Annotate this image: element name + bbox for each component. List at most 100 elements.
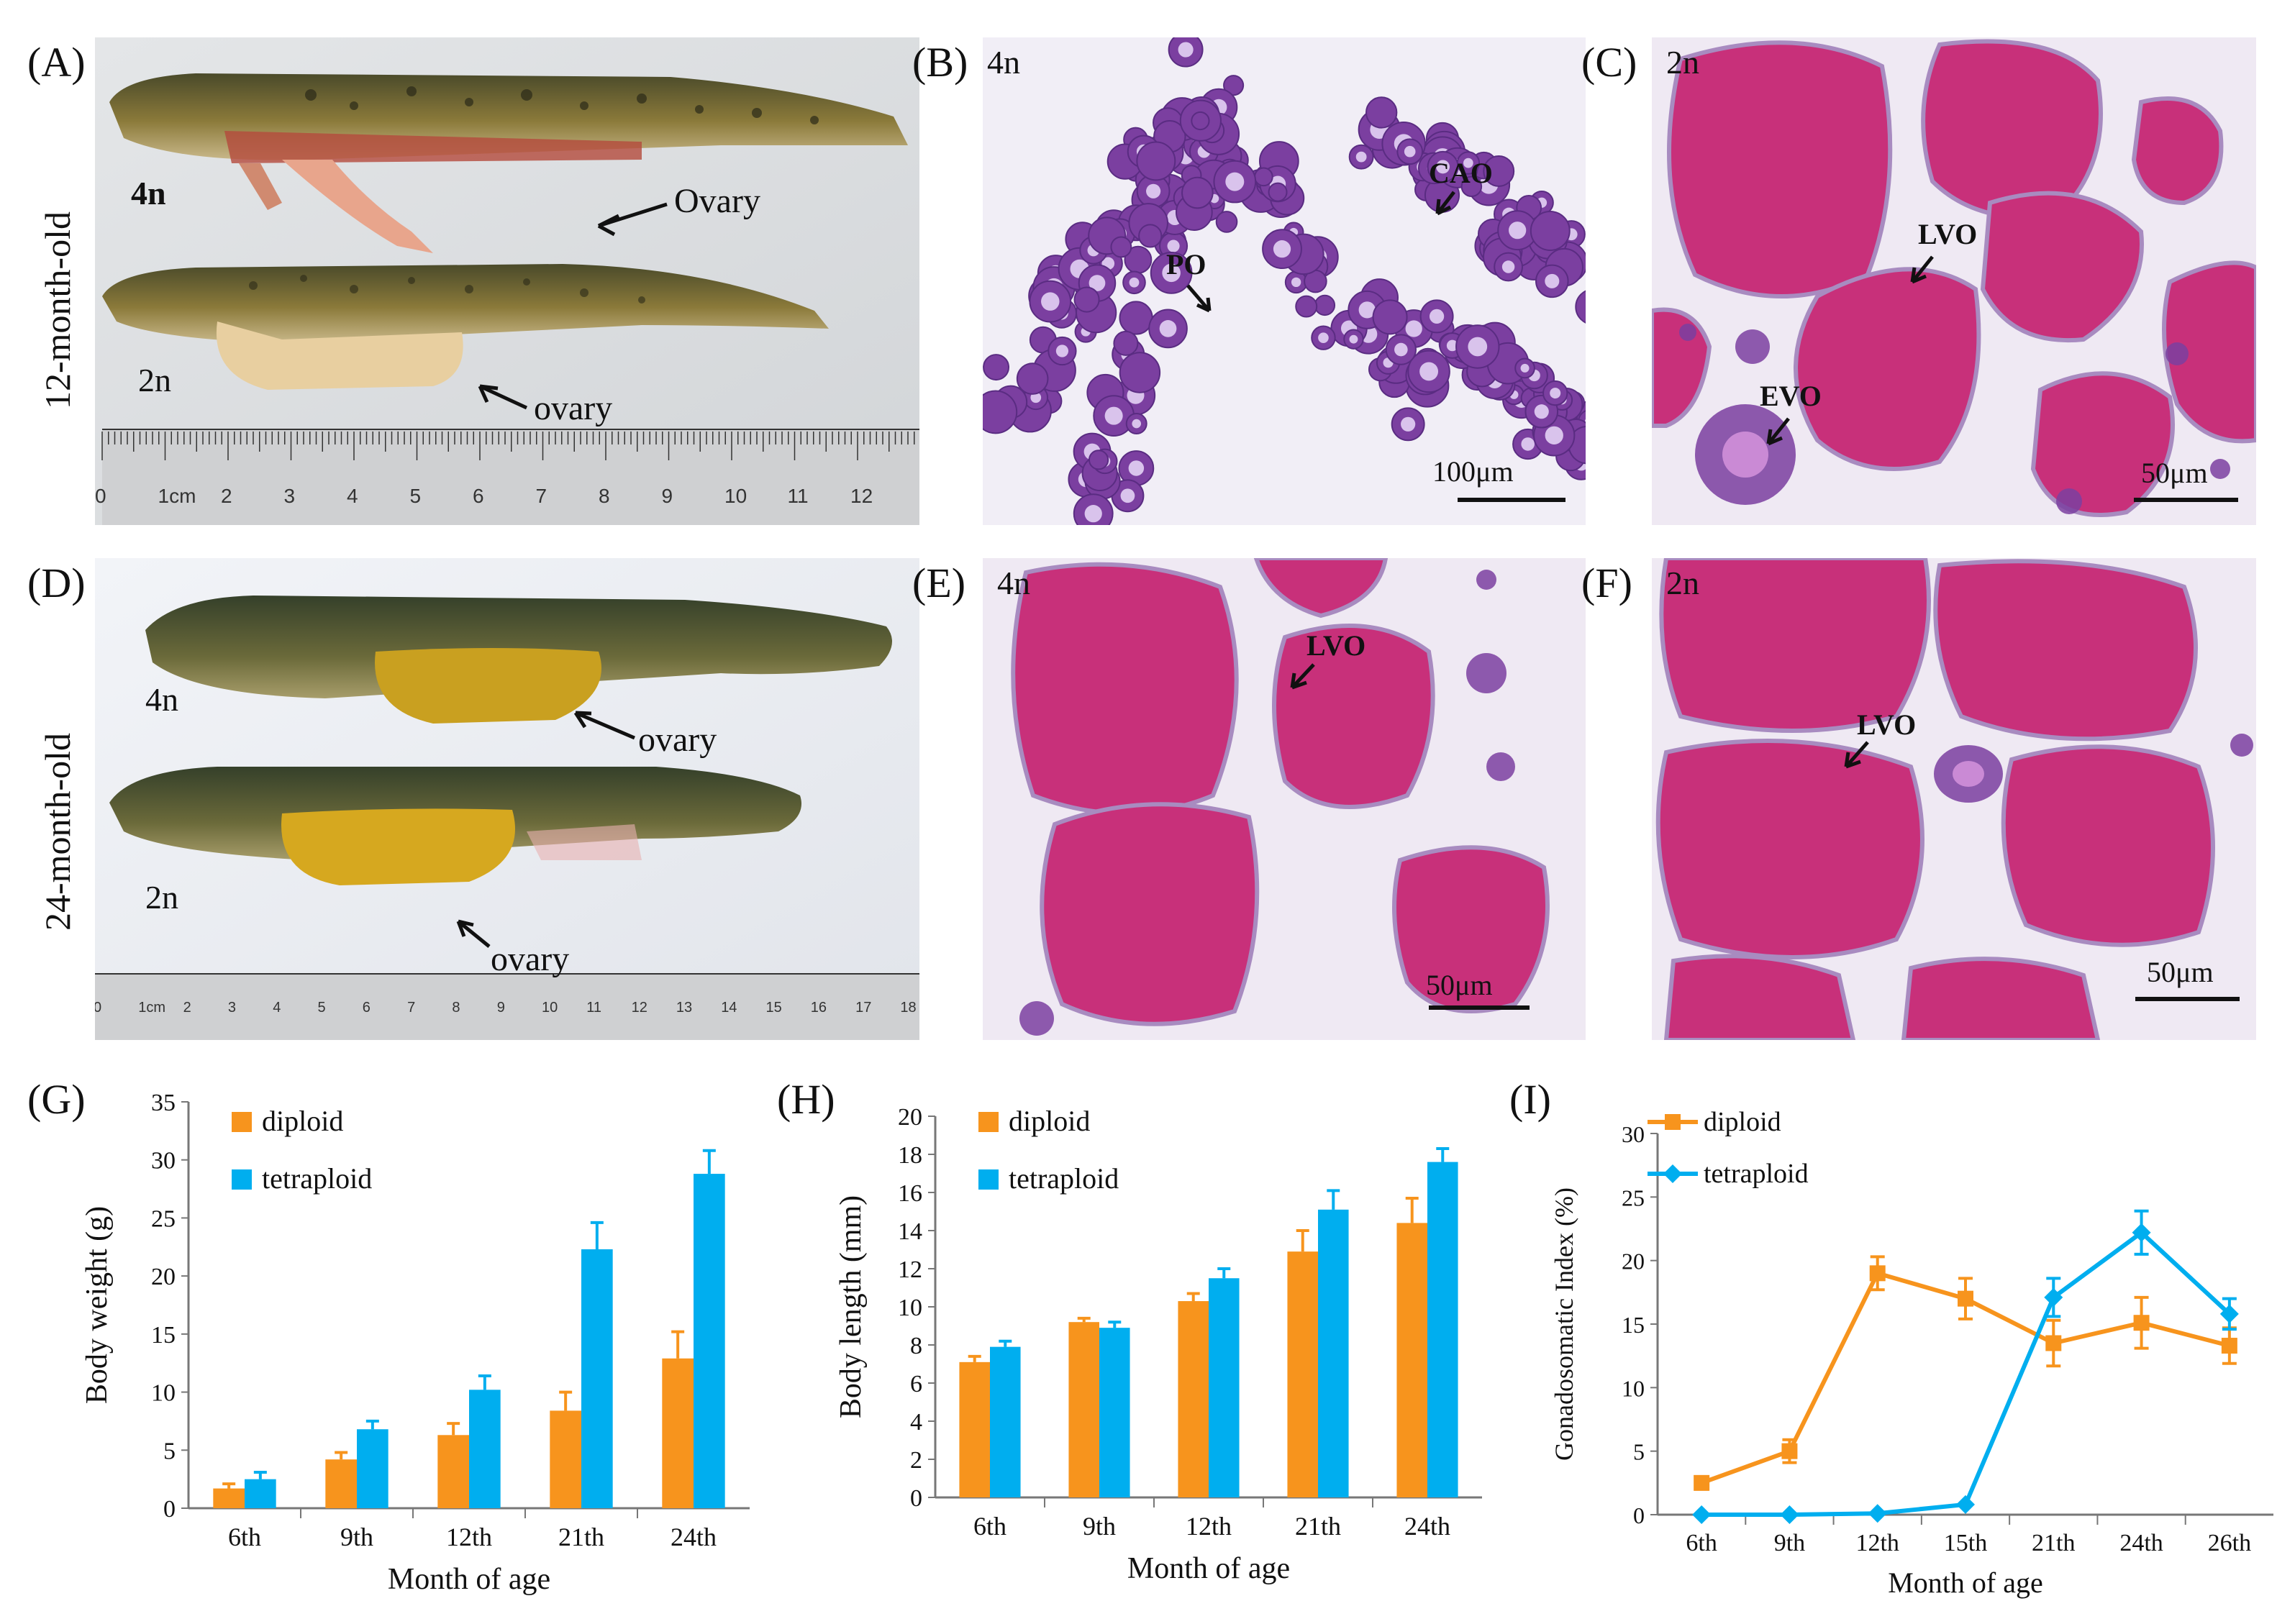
panel-e-histology: 4n LVO 50μm (983, 558, 1586, 1040)
ruler-tick-label: 13 (676, 1000, 693, 1016)
y-tick-label: 15 (151, 1322, 176, 1349)
point-diploid (2221, 1338, 2237, 1354)
panel-b-label-cao: CAO (1429, 157, 1493, 189)
x-tick-label: 24th (2119, 1530, 2163, 1556)
y-tick-label: 0 (1633, 1502, 1645, 1528)
panel-a-tag-4n: 4n (131, 175, 166, 211)
y-tick-label: 10 (1622, 1375, 1645, 1401)
bar-tetraploid (694, 1174, 725, 1508)
ruler-tick-label: 3 (283, 485, 296, 507)
x-tick-label: 6th (228, 1523, 261, 1551)
ruler-tick-label: 3 (227, 1000, 237, 1016)
ruler-tick-label: 8 (599, 485, 610, 507)
ruler-tick-label: 9 (496, 1000, 505, 1016)
ruler-tick-label: 10 (724, 485, 747, 507)
panel-b-scale-text: 100μm (1432, 455, 1514, 488)
panel-d-tag-2n: 2n (145, 879, 178, 916)
x-tick-label: 12th (1186, 1512, 1232, 1541)
ruler-tick-label: 17 (855, 1000, 872, 1016)
panel-b-histology: 4n CAO PO 100μm (983, 37, 1586, 525)
ovary-4n-24m (375, 648, 601, 724)
bar-tetraploid (245, 1479, 276, 1508)
panel-letter-g: (G) (27, 1076, 86, 1123)
bar-tetraploid (1427, 1162, 1458, 1497)
y-tick-label: 12 (898, 1256, 922, 1283)
ruler-tick-label: 15 (765, 1000, 782, 1016)
panel-a-arrows (478, 202, 668, 410)
side-label-12-month: 12-month-old (37, 211, 78, 409)
panel-c-label-evo: EVO (1760, 380, 1822, 412)
ovary-4n-strand (282, 160, 433, 253)
x-tick-label: 21th (2032, 1530, 2075, 1556)
y-tick-label: 18 (898, 1142, 922, 1169)
fish-2n-body (102, 264, 829, 343)
legend-label-tetraploid: tetraploid (262, 1162, 372, 1195)
ruler-tick-label: 16 (810, 1000, 827, 1016)
panel-d-ovary-label-upper: ovary (638, 721, 717, 759)
point-diploid (2045, 1335, 2062, 1351)
chart-h-body-length: 0 2 4 6 8 10 12 14 16 18 20 6th 9th 12th 21th 24th Month… (763, 1064, 1511, 1611)
y-tick-label: 16 (898, 1180, 922, 1207)
bar-diploid (662, 1358, 694, 1508)
point-diploid (1958, 1290, 1973, 1307)
x-tick-label: 6th (1686, 1530, 1717, 1556)
point-tetraploid (1780, 1505, 1799, 1524)
panel-c-scale-text: 50μm (2141, 457, 2208, 489)
ruler-tick-label: 1cm (158, 485, 196, 507)
x-tick-label: 9th (1083, 1512, 1116, 1541)
legend-label-tetraploid: tetraploid (1009, 1162, 1119, 1195)
ruler-tick-label: 5 (317, 1000, 326, 1016)
panel-b-label-po: PO (1166, 248, 1206, 280)
x-tick-label: 21th (558, 1523, 604, 1551)
y-tick-label: 0 (910, 1485, 922, 1512)
bar-diploid (550, 1410, 581, 1508)
bar-diploid (1068, 1322, 1099, 1497)
bar-diploid (213, 1488, 245, 1508)
y-tick-label: 20 (1622, 1249, 1645, 1274)
point-tetraploid (2219, 1304, 2239, 1323)
ruler-tick-label: 6 (362, 1000, 371, 1016)
x-tick-label: 12th (1855, 1530, 1899, 1556)
ruler-tick-label: 4 (347, 485, 358, 507)
chart-g-body-weight: 0 5 10 15 20 25 30 35 6th 9th 12th 21th 24th Month of… (0, 1064, 763, 1611)
x-axis-label: Month of age (1127, 1552, 1290, 1585)
ruler-tick-label: 11 (787, 485, 809, 507)
panel-e-scale-text: 50μm (1426, 969, 1493, 1001)
bar-tetraploid (469, 1390, 501, 1508)
panel-f-ploidy: 2n (1666, 565, 1699, 601)
panel-e-label-lvo: LVO (1306, 629, 1366, 662)
x-tick-label: 15th (1944, 1530, 1987, 1556)
bar-tetraploid (357, 1429, 388, 1508)
x-tick-label: 9th (340, 1523, 373, 1551)
x-tick-label: 6th (973, 1512, 1006, 1541)
panel-f-scale-text: 50μm (2147, 956, 2214, 988)
panel-f-scale-bar (2135, 997, 2240, 1001)
legend-swatch-tetraploid (232, 1169, 252, 1190)
ruler-tick-label: 18 (900, 1000, 917, 1016)
panel-letter-e: (E) (912, 560, 966, 606)
bar-diploid (325, 1459, 357, 1508)
y-tick-label: 35 (151, 1090, 176, 1116)
panel-letter-i: (I) (1509, 1076, 1551, 1123)
legend-label-diploid: diploid (262, 1105, 343, 1137)
ruler-tick-label: 11 (586, 1000, 602, 1016)
y-tick-label: 14 (898, 1218, 922, 1245)
point-tetraploid (1692, 1505, 1712, 1524)
panel-letter-c: (C) (1581, 39, 1637, 86)
bar-tetraploid (1318, 1209, 1349, 1497)
panel-e-scale-bar (1429, 1005, 1530, 1010)
y-tick-label: 5 (1633, 1439, 1645, 1465)
bar-tetraploid (581, 1249, 613, 1508)
panel-letter-h: (H) (777, 1076, 835, 1123)
legend-label-diploid: diploid (1704, 1107, 1781, 1137)
x-tick-label: 9th (1774, 1530, 1805, 1556)
ovary-2n-24m (281, 808, 515, 885)
bar-tetraploid (1099, 1328, 1130, 1497)
bar-tetraploid (1209, 1278, 1240, 1497)
panel-b-scale-bar (1458, 498, 1565, 502)
panel-letter-f: (F) (1581, 560, 1632, 606)
panel-b-arrows (1186, 191, 1455, 313)
ruler-tick-label: 14 (721, 1000, 737, 1016)
y-axis-label: Body length (mm) (835, 1195, 868, 1418)
y-tick-label: 20 (151, 1264, 176, 1290)
